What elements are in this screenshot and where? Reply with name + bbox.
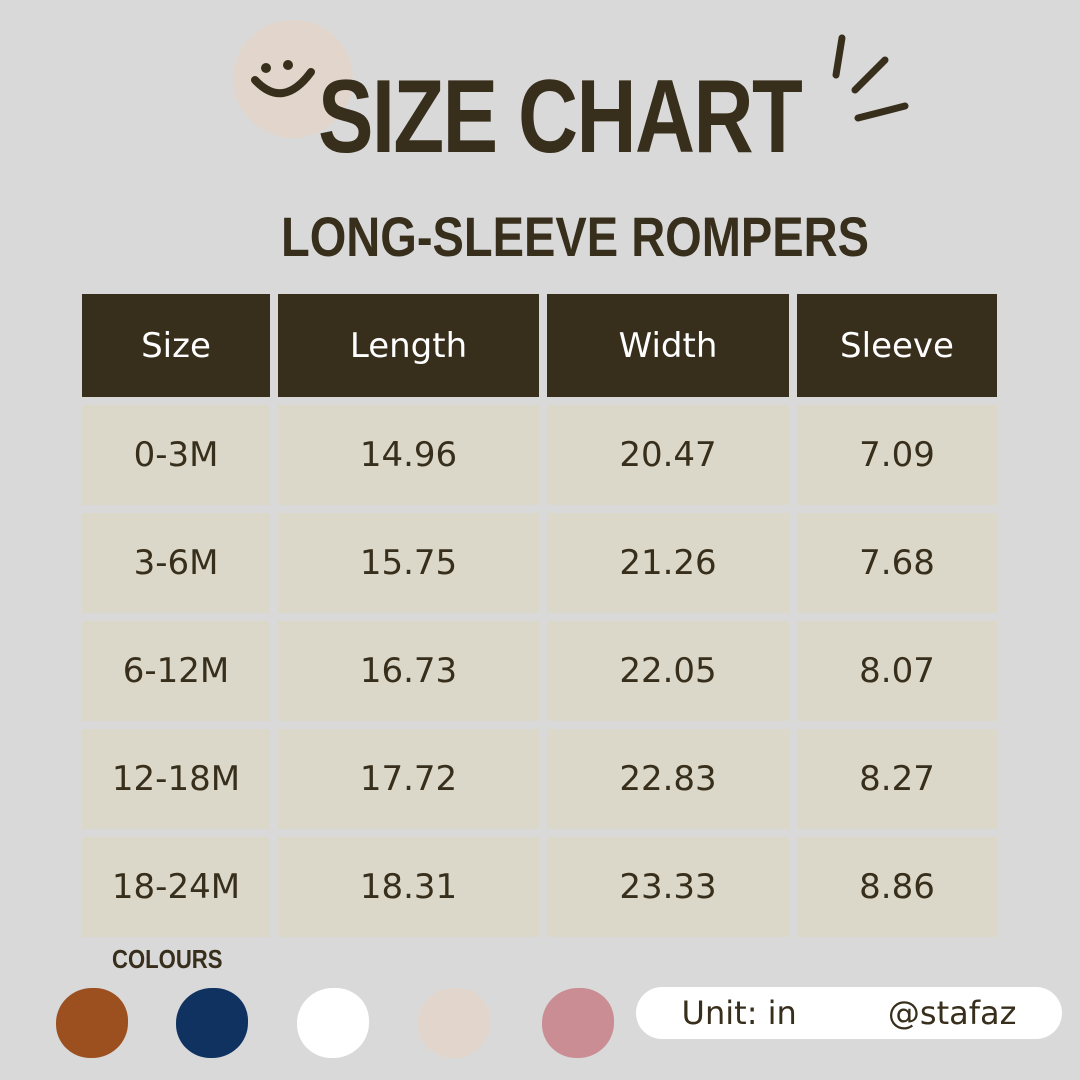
table-cell-width: 20.47: [547, 405, 789, 505]
colour-swatch: [176, 988, 248, 1058]
table-cell-length: 15.75: [278, 513, 539, 613]
info-pill: Unit: in @stafaz: [636, 987, 1062, 1039]
colour-swatch: [297, 988, 369, 1058]
table-cell-size: 3-6M: [82, 513, 270, 613]
table-cell-size: 0-3M: [82, 405, 270, 505]
table-cell-length: 16.73: [278, 621, 539, 721]
unit-label: Unit: in: [681, 994, 797, 1032]
sparkle-lines-icon: [832, 34, 909, 122]
table-cell-sleeve: 8.27: [797, 729, 997, 829]
page-subtitle: LONG-SLEEVE ROMPERS: [280, 205, 870, 268]
table-cell-length: 17.72: [278, 729, 539, 829]
table-cell-sleeve: 8.86: [797, 837, 997, 937]
colour-swatch: [542, 988, 614, 1058]
smiley-circle: [233, 20, 353, 138]
table-cell-sleeve: 7.09: [797, 405, 997, 505]
header-cell-length: Length: [278, 294, 539, 397]
header-cell-width: Width: [547, 294, 789, 397]
table-cell-sleeve: 8.07: [797, 621, 997, 721]
colour-swatch: [418, 988, 490, 1058]
table-cell-size: 6-12M: [82, 621, 270, 721]
colours-label: COLOURS: [112, 944, 223, 974]
table-cell-width: 23.33: [547, 837, 789, 937]
table-cell-length: 14.96: [278, 405, 539, 505]
table-cell-size: 18-24M: [82, 837, 270, 937]
table-cell-width: 22.83: [547, 729, 789, 829]
header-cell-size: Size: [82, 294, 270, 397]
smiley-face-icon: [251, 60, 315, 98]
colour-swatch: [56, 988, 128, 1058]
handle-label: @stafaz: [887, 994, 1017, 1032]
header-cell-sleeve: Sleeve: [797, 294, 997, 397]
table-cell-width: 22.05: [547, 621, 789, 721]
page-title: SIZE CHART: [318, 59, 803, 175]
table-cell-length: 18.31: [278, 837, 539, 937]
table-cell-size: 12-18M: [82, 729, 270, 829]
table-cell-sleeve: 7.68: [797, 513, 997, 613]
table-cell-width: 21.26: [547, 513, 789, 613]
